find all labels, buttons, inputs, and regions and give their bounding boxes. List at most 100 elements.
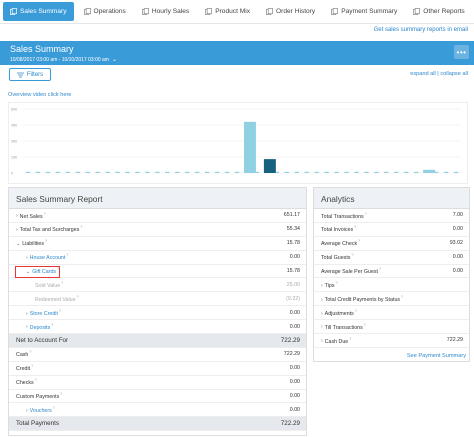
report-icon [413,8,421,15]
analytics-row-label: › Tips? [321,281,337,289]
analytics-row-cash-due[interactable]: › Cash Due? 722.29 [314,334,469,348]
chevron-right-icon[interactable]: › [26,407,28,414]
info-icon[interactable]: ? [51,322,54,327]
info-icon[interactable]: ? [335,281,338,285]
chart-bar [433,171,439,173]
chart-bar [344,171,349,173]
y-tick-label: 300 [11,140,17,144]
chevron-right-icon[interactable]: › [321,310,323,317]
analytics-row-adjustments[interactable]: › Adjustments? [314,306,469,321]
chevron-right-icon[interactable]: › [321,338,323,345]
chart-bar [453,171,459,173]
payment-label-text[interactable]: Vouchers [29,407,52,414]
tab-label: Other Reports [423,8,465,15]
info-icon[interactable]: ? [31,364,34,369]
chevron-down-icon[interactable]: ⌄ [16,241,21,248]
info-icon[interactable]: ? [52,406,55,411]
info-icon[interactable]: ? [349,336,352,341]
analytics-row-till-transactions[interactable]: › Till Transactions? [314,320,469,335]
analytics-row-label: Total Invoices? [321,225,356,233]
sales-row-value: 651.17 [283,212,300,219]
info-icon[interactable]: ? [354,308,357,313]
payment-row-label: Checks? [16,378,37,386]
chevron-right-icon[interactable]: › [26,254,28,261]
chevron-right-icon[interactable]: › [16,227,18,234]
analytics-label-text: Average Sale Per Guest [321,268,379,275]
payment-row-vouchers[interactable]: › Vouchers? 0.00 [9,403,306,418]
sales-label-text[interactable]: Deposits [29,324,51,331]
chevron-right-icon[interactable]: › [321,324,323,331]
info-icon[interactable]: ? [401,294,404,299]
sales-label-text: Redeemed Value [35,296,76,303]
expand-collapse-toggle[interactable]: expand all | collapse all [410,71,468,77]
info-icon[interactable]: ? [57,267,60,272]
tab-label: Payment Summary [341,8,398,15]
info-icon[interactable]: ? [34,378,37,383]
info-icon[interactable]: ? [358,239,361,244]
tab-hourly-sales[interactable]: Hourly Sales [134,0,197,23]
info-icon[interactable]: ? [45,239,47,244]
info-icon[interactable]: ? [363,322,366,327]
tab-label: Operations [93,8,126,15]
chevron-right-icon[interactable]: › [26,310,28,317]
sales-row-label: Redeemed Value? [35,295,79,303]
chevron-right-icon[interactable]: › [26,324,28,331]
y-tick-label: 150 [11,156,17,160]
filters-button[interactable]: Filters [9,68,51,81]
chevron-right-icon[interactable]: › [16,213,18,220]
payment-row-cash: Cash? 722.29 [9,348,306,362]
sales-row-value: 0.00 [289,323,300,330]
info-icon[interactable]: ? [80,225,83,230]
more-options-button[interactable]: ••• [454,45,469,59]
sales-row-deposits[interactable]: › Deposits? 0.00 [9,320,306,335]
info-icon[interactable]: ? [354,225,357,230]
y-tick-label: 600 [11,108,17,112]
analytics-row-total-credit-payments-by-status[interactable]: › Total Credit Payments by Status? [314,292,469,307]
tab-sales-summary[interactable]: Sales Summary [3,2,74,21]
info-icon[interactable]: ? [60,392,63,397]
sales-row-total-tax-and-surcharges[interactable]: › Total Tax and Surcharges? 55.34 [9,223,306,237]
report-icon [205,8,213,15]
info-icon[interactable]: ? [58,308,61,313]
chart-bar [75,171,80,173]
info-icon[interactable]: ? [43,211,46,216]
sales-row-house-account[interactable]: › House Account? 0.00 [9,251,306,265]
info-icon[interactable]: ? [76,294,79,299]
tab-other-reports[interactable]: Other Reports [405,0,472,23]
email-reports-link[interactable]: Get sales summary reports in email [373,27,468,33]
date-range-selector[interactable]: 10/08/2017 03:00 am - 10/10/2017 03:00 a… [10,56,117,63]
chart-bar [243,121,256,173]
analytics-row-total-invoices: Total Invoices? 0.00 [314,223,469,237]
chevron-right-icon[interactable]: › [321,282,323,289]
info-icon[interactable]: ? [351,253,354,258]
tab-payment-summary[interactable]: Payment Summary [323,0,405,23]
analytics-row-tips[interactable]: › Tips? [314,278,469,293]
sales-row-redeemed-value: Redeemed Value? (9.22) [9,292,306,307]
sales-label-text: Liabilities [22,241,44,248]
sales-row-label: › Total Tax and Surcharges? [16,225,82,233]
overview-video-link[interactable]: Overview video click here [8,92,72,98]
see-payment-summary-link[interactable]: See Payment Summary [406,353,466,359]
tab-operations[interactable]: Operations [76,0,134,23]
tab-product-mix[interactable]: Product Mix [197,0,258,23]
analytics-row-label: › Cash Due? [321,337,351,345]
sales-row-store-credit[interactable]: › Store Credit? 0.00 [9,306,306,321]
chart-bar [65,171,70,173]
sales-report-title: Sales Summary Report [9,188,306,209]
chevron-down-icon[interactable]: ⌄ [26,268,31,275]
sales-label-text[interactable]: House Account [29,254,66,261]
chevron-right-icon[interactable]: › [321,296,323,303]
info-icon[interactable]: ? [29,350,32,355]
info-icon[interactable]: ? [61,281,64,285]
sales-label-text[interactable]: Gift Cards [32,268,57,275]
sales-row-net-sales[interactable]: › Net Sales? 651.17 [9,209,306,223]
sales-row-liabilities[interactable]: ⌄ Liabilities? 15.78 [9,237,306,251]
info-icon[interactable]: ? [379,267,382,272]
analytics-label-text: Adjustments [324,310,354,317]
chart-bar [214,171,220,173]
sales-label-text[interactable]: Store Credit [29,310,58,317]
info-icon[interactable]: ? [66,253,69,258]
tab-order-history[interactable]: Order History [258,0,323,23]
info-icon[interactable]: ? [364,211,367,216]
sales-row-gift-cards[interactable]: ⌄ Gift Cards? 15.78 [9,265,306,279]
